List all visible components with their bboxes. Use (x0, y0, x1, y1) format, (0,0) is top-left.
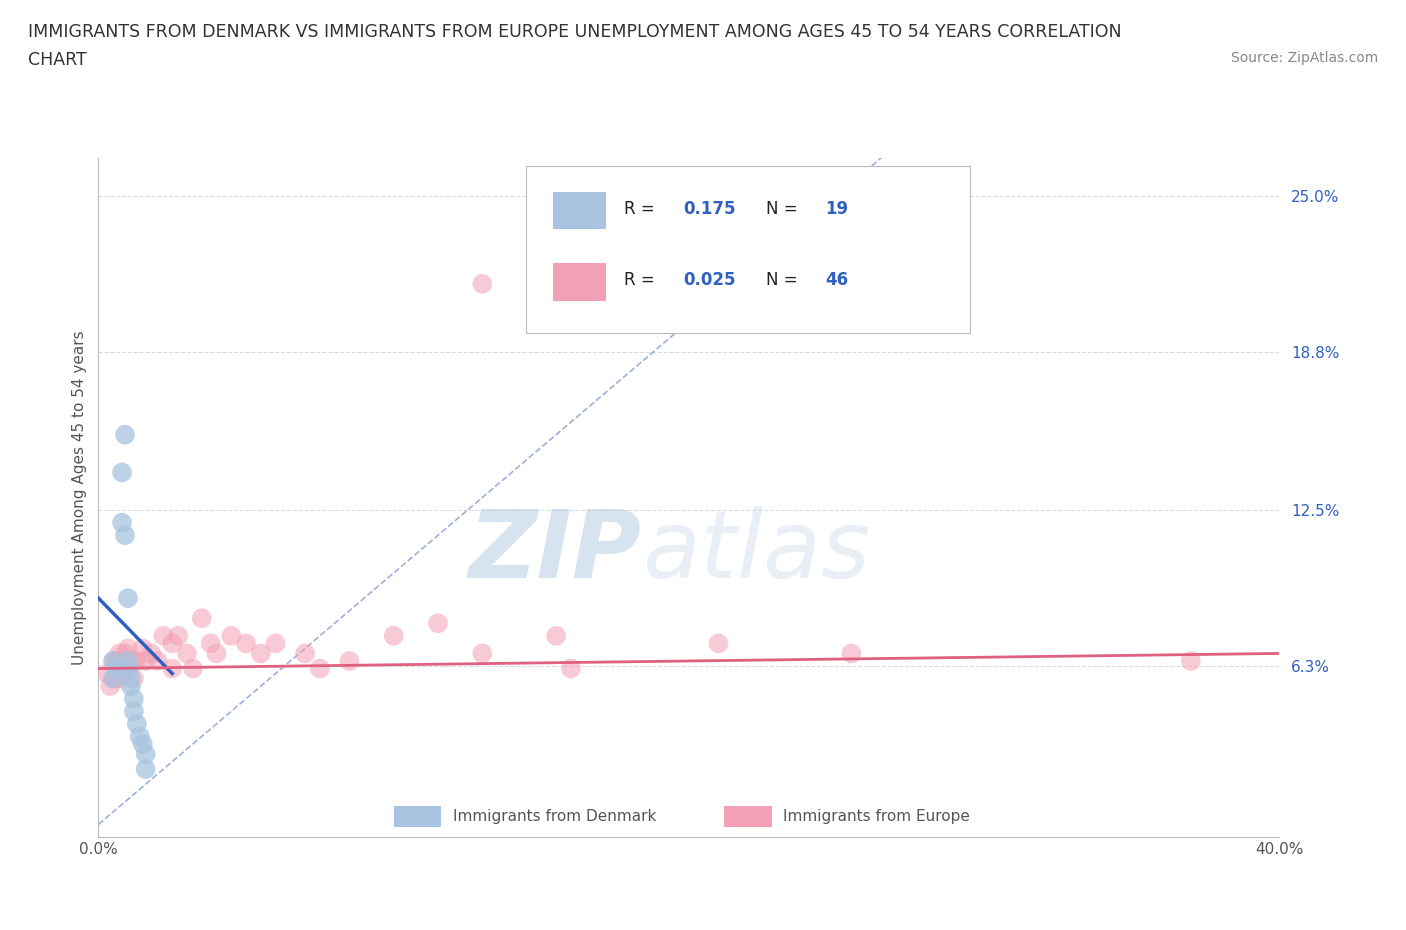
Bar (553, 263, 606, 300)
Point (103, 654, 125, 669)
Text: Source: ZipAtlas.com: Source: ZipAtlas.com (1230, 51, 1378, 65)
Point (125, 654, 148, 669)
Point (1180, 654, 1202, 669)
Text: R =: R = (624, 272, 659, 289)
Text: IMMIGRANTS FROM DENMARK VS IMMIGRANTS FROM EUROPE UNEMPLOYMENT AMONG AGES 45 TO : IMMIGRANTS FROM DENMARK VS IMMIGRANTS FR… (28, 23, 1122, 41)
Point (132, 641, 155, 656)
Point (120, 671, 142, 686)
Point (125, 716, 148, 731)
Text: Immigrants from Europe: Immigrants from Europe (783, 809, 970, 824)
Point (103, 654, 125, 669)
Point (103, 671, 125, 686)
Text: 0.025: 0.025 (683, 272, 735, 289)
Point (181, 661, 204, 676)
Text: Immigrants from Denmark: Immigrants from Denmark (453, 809, 657, 824)
Point (250, 646, 273, 661)
Point (114, 646, 136, 661)
Bar (394, 806, 441, 827)
Text: N =: N = (766, 200, 803, 218)
Text: CHART: CHART (28, 51, 87, 69)
Point (117, 661, 139, 676)
Point (122, 691, 145, 706)
Point (117, 591, 139, 605)
Text: N =: N = (766, 272, 803, 289)
Point (105, 654, 128, 669)
Point (146, 654, 169, 669)
Point (200, 636, 222, 651)
Point (122, 654, 145, 669)
Point (309, 661, 332, 676)
Bar (724, 806, 772, 827)
Point (114, 427, 136, 442)
Point (108, 666, 131, 681)
Text: 0.175: 0.175 (683, 200, 735, 218)
Point (111, 465, 134, 480)
Point (128, 729, 150, 744)
Point (105, 661, 128, 676)
Point (337, 654, 360, 669)
Point (111, 515, 134, 530)
Point (117, 661, 139, 676)
Point (114, 528, 136, 543)
Point (471, 276, 494, 291)
Point (135, 762, 157, 777)
Point (427, 616, 450, 631)
Point (111, 671, 134, 686)
Point (114, 666, 136, 681)
FancyBboxPatch shape (526, 166, 970, 333)
Point (162, 636, 183, 651)
Point (135, 747, 157, 762)
Point (117, 641, 139, 656)
Point (117, 654, 139, 669)
Point (205, 646, 228, 661)
Point (839, 646, 862, 661)
Text: ZIP: ZIP (468, 506, 641, 598)
Point (122, 671, 145, 686)
Point (707, 636, 730, 651)
Point (560, 661, 582, 676)
Bar (553, 193, 606, 230)
Point (152, 629, 174, 644)
Point (235, 636, 257, 651)
Point (219, 629, 242, 644)
Text: atlas: atlas (641, 506, 870, 597)
Point (132, 737, 155, 751)
Point (264, 636, 287, 651)
Point (141, 646, 163, 661)
Point (120, 679, 142, 694)
Text: R =: R = (624, 200, 659, 218)
Point (96, 666, 118, 681)
Point (103, 671, 125, 686)
Point (167, 629, 190, 644)
Point (135, 654, 157, 669)
Point (111, 654, 134, 669)
Text: 19: 19 (825, 200, 848, 218)
Text: 46: 46 (825, 272, 848, 289)
Point (471, 646, 494, 661)
Y-axis label: Unemployment Among Ages 45 to 54 years: Unemployment Among Ages 45 to 54 years (72, 330, 87, 665)
Point (382, 629, 405, 644)
Point (98, 679, 121, 694)
Point (162, 661, 183, 676)
Point (544, 629, 567, 644)
Point (294, 646, 316, 661)
Point (122, 704, 145, 719)
Point (191, 611, 214, 626)
Point (108, 646, 131, 661)
Point (176, 646, 198, 661)
Point (105, 671, 128, 686)
